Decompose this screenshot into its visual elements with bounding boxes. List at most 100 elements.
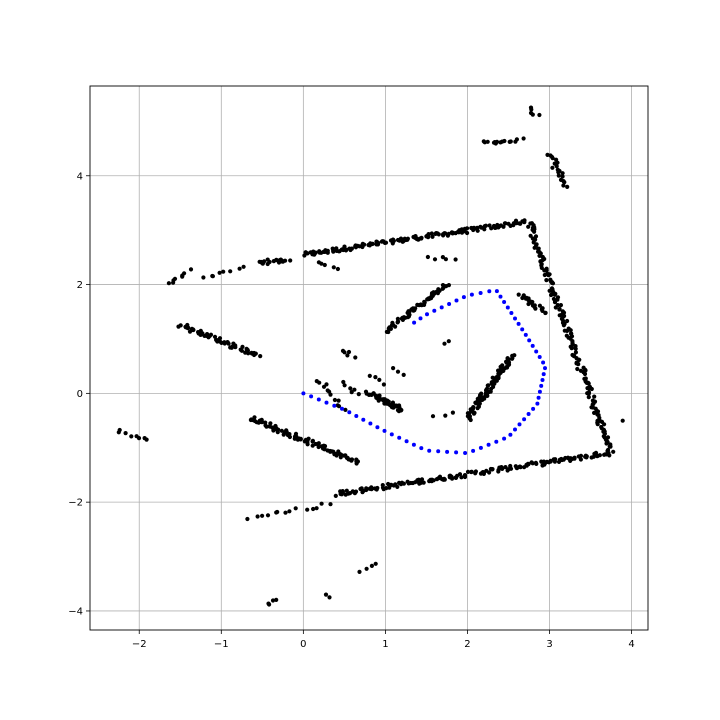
x-tick-label: 1 <box>382 639 388 650</box>
obstacle-point <box>620 418 625 423</box>
obstacle-point <box>522 220 527 225</box>
obstacle-point <box>544 278 549 283</box>
obstacle-point <box>530 461 535 466</box>
obstacle-point <box>408 480 413 486</box>
trajectory-point <box>541 360 546 365</box>
obstacle-point <box>362 242 367 247</box>
obstacle-point <box>386 481 391 487</box>
obstacle-point <box>486 383 491 388</box>
obstacle-point <box>529 300 534 305</box>
obstacle-point <box>349 390 354 395</box>
trajectory-point <box>432 308 437 313</box>
obstacle-point <box>534 242 539 247</box>
obstacle-point <box>260 261 265 266</box>
obstacle-point <box>314 506 319 511</box>
obstacle-point <box>353 355 358 360</box>
obstacle-point <box>446 283 451 288</box>
obstacle-point <box>317 380 322 385</box>
trajectory-point <box>513 316 517 321</box>
obstacle-point <box>419 236 424 241</box>
obstacle-point <box>319 261 324 266</box>
obstacle-point <box>485 139 490 144</box>
axes-frame <box>89 85 649 631</box>
obstacle-point <box>349 246 354 251</box>
obstacle-point <box>550 281 556 286</box>
obstacle-point <box>607 453 612 458</box>
obstacle-point <box>499 465 504 470</box>
obstacle-point <box>511 223 516 228</box>
obstacle-point <box>258 354 263 359</box>
obstacle-point <box>557 313 562 318</box>
trajectory-point <box>543 366 547 371</box>
obstacle-point <box>178 323 183 328</box>
obstacle-point <box>576 362 581 367</box>
obstacle-point <box>342 383 347 388</box>
obstacle-point <box>381 397 386 402</box>
obstacle-point <box>586 395 591 400</box>
obstacle-point <box>369 392 374 397</box>
obstacle-point <box>500 363 505 368</box>
obstacle-point <box>490 467 495 472</box>
obstacle-point <box>392 403 397 408</box>
obstacle-point <box>400 315 405 320</box>
obstacle-point <box>281 432 286 437</box>
obstacle-point <box>274 257 279 262</box>
trajectory-point <box>517 422 522 427</box>
obstacle-point <box>526 224 531 229</box>
obstacle-point <box>210 273 215 279</box>
obstacle-point <box>364 486 369 491</box>
obstacle-point <box>233 345 238 350</box>
obstacle-point <box>611 449 616 454</box>
obstacle-point <box>592 394 597 399</box>
obstacle-point <box>469 469 474 475</box>
obstacle-point <box>419 303 424 308</box>
trajectory-point <box>419 446 424 451</box>
obstacle-point <box>496 372 501 377</box>
obstacle-point <box>341 379 346 385</box>
obstacle-point <box>478 224 483 229</box>
obstacle-point <box>373 561 378 566</box>
obstacle-point <box>554 164 559 169</box>
trajectory-point <box>537 389 542 394</box>
obstacle-point <box>510 353 515 358</box>
obstacle-point <box>298 437 303 442</box>
obstacle-point <box>221 269 226 274</box>
obstacle-point <box>344 455 349 460</box>
obstacle-point <box>565 184 570 189</box>
obstacle-point <box>265 261 270 267</box>
obstacle-point <box>287 434 292 440</box>
obstacle-point <box>405 236 410 241</box>
obstacle-point <box>586 391 591 396</box>
obstacle-point <box>416 477 421 482</box>
obstacle-point <box>354 461 359 466</box>
trajectory-point <box>316 397 321 402</box>
obstacle-point <box>436 232 441 237</box>
trajectory-point <box>534 349 539 354</box>
obstacle-point <box>313 250 318 255</box>
obstacle-point <box>529 107 534 112</box>
obstacle-point <box>353 489 359 494</box>
obstacle-point <box>384 486 389 491</box>
obstacle-point <box>482 227 487 232</box>
obstacle-point <box>413 306 418 311</box>
obstacle-point <box>166 281 171 286</box>
obstacle-point <box>540 254 545 260</box>
obstacle-point <box>465 226 470 231</box>
obstacle-point <box>401 372 406 377</box>
obstacle-point <box>483 223 488 228</box>
obstacle-point <box>582 371 588 377</box>
obstacle-point <box>484 468 489 473</box>
obstacle-point <box>565 318 570 324</box>
obstacle-point <box>342 244 347 249</box>
obstacle-point <box>524 463 529 468</box>
obstacle-point <box>568 456 573 461</box>
obstacle-point <box>265 513 271 518</box>
obstacle-point <box>443 231 448 236</box>
trajectory-point <box>439 305 444 310</box>
obstacle-point <box>568 328 573 333</box>
obstacle-point <box>391 238 396 243</box>
obstacle-point <box>532 229 537 234</box>
obstacle-point <box>361 488 366 494</box>
obstacle-point <box>601 434 606 439</box>
obstacle-point <box>270 598 276 603</box>
